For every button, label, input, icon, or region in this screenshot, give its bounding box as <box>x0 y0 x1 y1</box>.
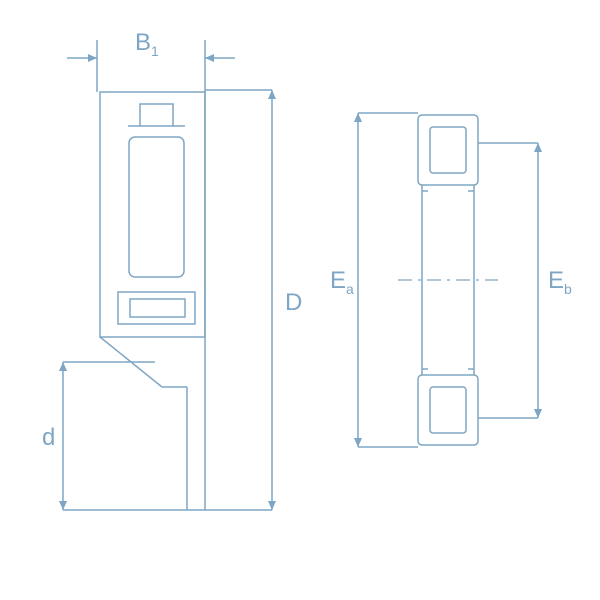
label-Eb: Eb <box>548 267 572 297</box>
label-d: d <box>42 424 55 451</box>
label-Ea: Ea <box>330 267 354 297</box>
label-B1: B1 <box>135 29 159 59</box>
label-D: D <box>285 289 302 316</box>
